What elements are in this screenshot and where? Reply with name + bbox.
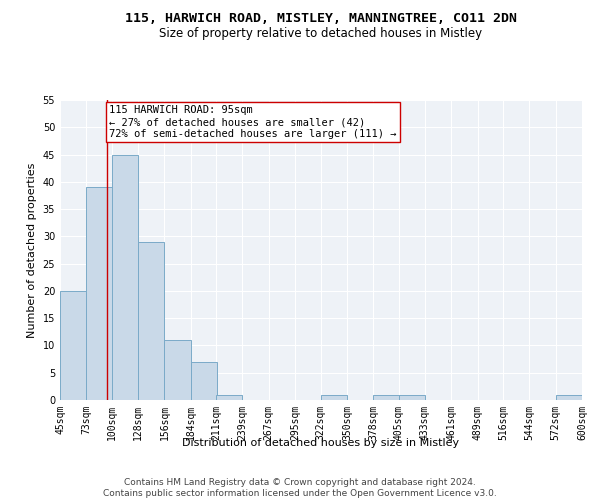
Bar <box>191 362 217 400</box>
Text: 115, HARWICH ROAD, MISTLEY, MANNINGTREE, CO11 2DN: 115, HARWICH ROAD, MISTLEY, MANNINGTREE,… <box>125 12 517 26</box>
Text: Distribution of detached houses by size in Mistley: Distribution of detached houses by size … <box>182 438 460 448</box>
Y-axis label: Number of detached properties: Number of detached properties <box>27 162 37 338</box>
Bar <box>556 394 582 400</box>
Bar <box>60 291 86 400</box>
Bar <box>320 394 347 400</box>
Text: Contains HM Land Registry data © Crown copyright and database right 2024.
Contai: Contains HM Land Registry data © Crown c… <box>103 478 497 498</box>
Bar <box>112 154 138 400</box>
Bar <box>138 242 164 400</box>
Bar <box>398 394 425 400</box>
Bar <box>373 394 400 400</box>
Text: 115 HARWICH ROAD: 95sqm
← 27% of detached houses are smaller (42)
72% of semi-de: 115 HARWICH ROAD: 95sqm ← 27% of detache… <box>109 106 397 138</box>
Bar <box>164 340 191 400</box>
Bar <box>216 394 242 400</box>
Text: Size of property relative to detached houses in Mistley: Size of property relative to detached ho… <box>160 28 482 40</box>
Bar <box>86 188 113 400</box>
